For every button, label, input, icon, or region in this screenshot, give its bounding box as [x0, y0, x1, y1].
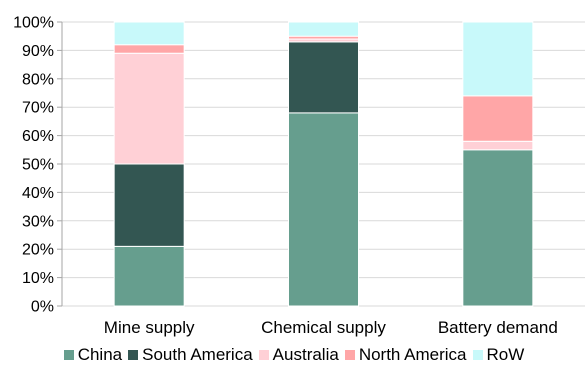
y-tick-label: 0%: [31, 299, 54, 316]
legend-swatch: [128, 350, 139, 360]
legend-label: China: [77, 345, 123, 364]
legend-label: Australia: [272, 345, 339, 364]
y-tick-label: 90%: [22, 43, 54, 60]
y-tick-label: 60%: [22, 128, 54, 145]
y-tick-label: 30%: [22, 213, 54, 230]
y-tick-label: 50%: [22, 157, 54, 174]
bar-segment-row: [113, 21, 185, 46]
legend: China South America Australia North America…: [0, 340, 588, 370]
legend-swatch: [63, 350, 74, 360]
x-axis-labels: Mine supply Chemical supply Battery demand: [104, 318, 558, 337]
y-tick-label: 80%: [22, 71, 54, 88]
y-tick-label: 100%: [13, 15, 54, 32]
legend-label: North America: [358, 345, 467, 364]
legend-swatch: [258, 350, 269, 360]
x-category-label: Chemical supply: [261, 318, 386, 337]
bar-segment-north-america: [462, 95, 534, 142]
bar-segment-china: [288, 112, 359, 307]
bar-segment-row: [462, 21, 534, 97]
bar-segment-south-america: [113, 163, 185, 247]
legend-label: South America: [142, 345, 253, 364]
bar-segment-row: [288, 21, 359, 37]
legend-swatch: [344, 350, 355, 360]
legend-item: Australia: [258, 345, 339, 365]
y-tick-label: 10%: [22, 270, 54, 287]
legend-swatch: [472, 350, 483, 360]
legend-item: South America: [128, 345, 253, 365]
legend-item: China: [63, 345, 123, 365]
x-category-label: Battery demand: [438, 318, 558, 337]
bar-segment-china: [462, 149, 534, 307]
y-tick-label: 70%: [22, 100, 54, 117]
y-tick-label: 40%: [22, 185, 54, 202]
legend-label: RoW: [486, 345, 525, 364]
bars: [113, 21, 534, 307]
bar-segment-china: [113, 245, 185, 307]
bar-segment-south-america: [288, 41, 359, 114]
bar-segment-australia: [462, 140, 534, 151]
legend-item: RoW: [472, 345, 525, 365]
legend-item: North America: [344, 345, 467, 365]
bar-segment-australia: [113, 52, 185, 165]
y-axis-ticks: 0% 10% 20% 30% 40% 50% 60% 70% 80% 90% 100%: [13, 15, 63, 316]
bar-segment-north-america: [113, 44, 185, 54]
y-tick-label: 20%: [22, 242, 54, 259]
x-category-label: Mine supply: [104, 318, 195, 337]
stacked-bar-chart: 0% 10% 20% 30% 40% 50% 60% 70% 80% 90% 100% Mine s…: [13, 15, 585, 337]
